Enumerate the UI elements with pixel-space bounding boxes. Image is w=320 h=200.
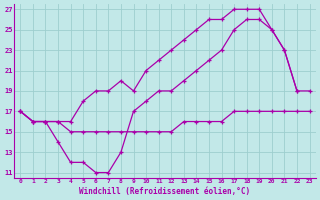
X-axis label: Windchill (Refroidissement éolien,°C): Windchill (Refroidissement éolien,°C) bbox=[79, 187, 251, 196]
